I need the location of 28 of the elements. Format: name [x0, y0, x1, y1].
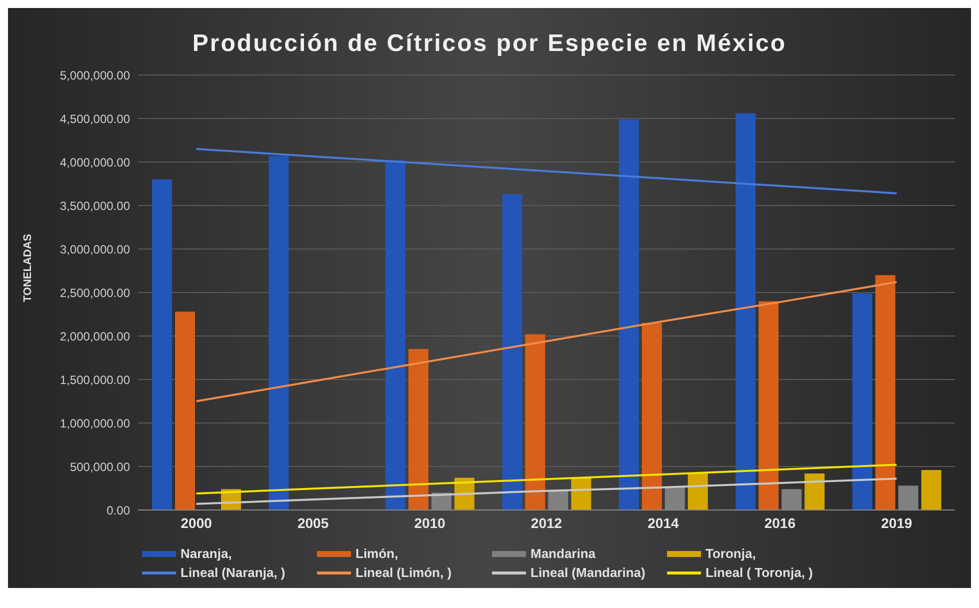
x-tick-label: 2019 — [881, 514, 912, 531]
y-tick-label: 1,500,000.00 — [60, 372, 130, 387]
legend-label: Mandarina — [530, 546, 596, 561]
legend-label: Lineal (Naranja, ) — [180, 565, 286, 580]
legend-label: Naranja, — [180, 546, 232, 561]
y-tick-label: 4,500,000.00 — [60, 112, 130, 126]
y-tick-label: 2,000,000.00 — [60, 329, 130, 344]
x-tick-label: 2005 — [297, 514, 329, 531]
x-tick-label: 2016 — [764, 514, 796, 531]
y-tick-label: 0.00 — [106, 503, 130, 518]
chart-title: Producción de Cítricos por Especie en México — [191, 29, 788, 59]
y-tick-label: 3,500,000.00 — [60, 198, 130, 213]
y-tick-label: 500,000.00 — [70, 460, 130, 474]
x-tick-label: 2000 — [180, 514, 212, 531]
legend-label: Limón, — [356, 546, 398, 561]
y-axis-title: TONELADAS — [22, 234, 34, 302]
x-tick-label: 2014 — [648, 514, 679, 531]
x-tick-label: 2012 — [530, 514, 562, 531]
legend-label: Lineal ( Toronja, ) — [706, 565, 813, 580]
x-tick-label: 2010 — [414, 514, 446, 531]
y-tick-label: 4,000,000.00 — [60, 155, 130, 170]
y-tick-label: 5,000,000.00 — [60, 68, 130, 82]
y-tick-label: 3,000,000.00 — [60, 242, 130, 256]
legend-label: Lineal (Mandarina) — [530, 565, 646, 580]
legend-label: Lineal (Limón, ) — [356, 565, 452, 580]
y-tick-label: 1,000,000.00 — [60, 416, 130, 430]
y-tick-label: 2,500,000.00 — [60, 286, 130, 300]
legend-label: Toronja, — [706, 546, 756, 561]
